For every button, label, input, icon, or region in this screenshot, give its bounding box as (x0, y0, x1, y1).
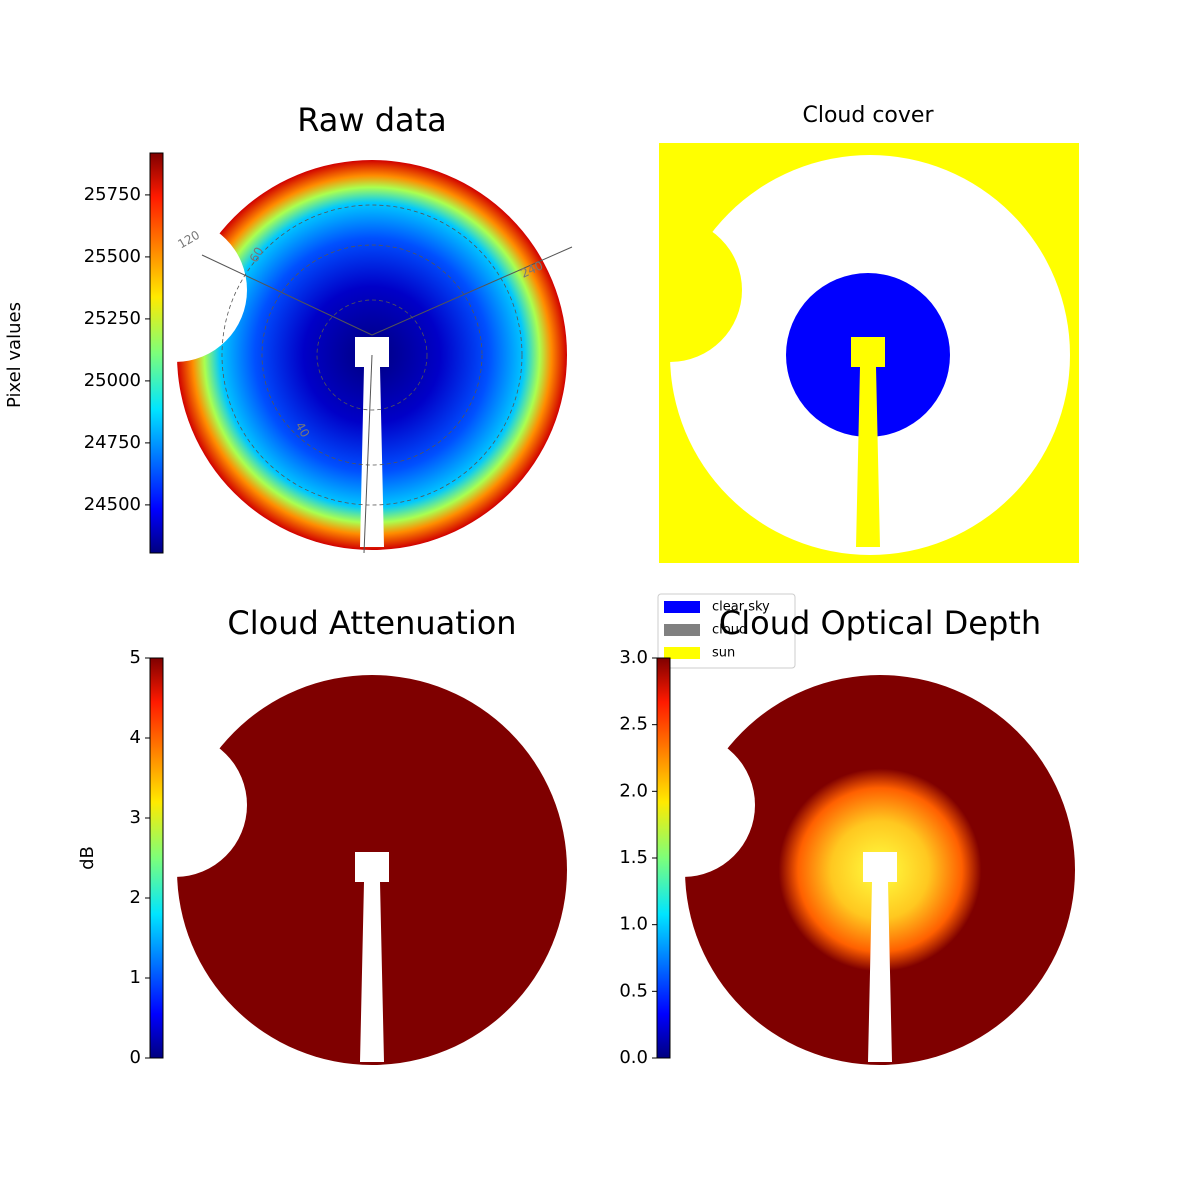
colorbar-tick-label: 5 (130, 647, 141, 668)
mast-mask (863, 852, 897, 1062)
colorbar-tick-label: 24750 (84, 432, 141, 453)
masked-region (103, 733, 247, 877)
legend-label: cloud (712, 623, 747, 638)
polar-spoke (371, 246, 573, 336)
colorbar-tick-label: 1.0 (619, 914, 648, 935)
panel-title: Cloud Optical Depth (719, 604, 1041, 642)
panel-title: Raw data (297, 101, 447, 139)
colorbar-tick-label: 1 (130, 967, 141, 988)
legend-swatch (664, 647, 700, 659)
polar-spoke (363, 354, 373, 554)
colorbar-tick-label: 0 (130, 1047, 141, 1068)
colorbar-tick-label: 1.5 (619, 847, 648, 868)
colorbar-tick-label: 3.0 (619, 647, 648, 668)
sun-mask (851, 337, 885, 547)
polar-grid (221, 204, 523, 506)
colorbar-label: dB (77, 846, 98, 870)
colorbar-tick-label: 2 (130, 887, 141, 908)
panel-title: Cloud Attenuation (227, 604, 516, 642)
colorbar (656, 657, 671, 1059)
colorbar-tick-label: 25250 (84, 308, 141, 329)
colorbar (149, 152, 164, 554)
colorbar-tick-label: 3 (130, 807, 141, 828)
colorbar-tick-label: 24500 (84, 494, 141, 515)
masked-region (611, 733, 755, 877)
image (659, 143, 1079, 563)
legend-label: clear sky (712, 600, 770, 615)
legend-swatch (664, 601, 700, 613)
colorbar (149, 657, 164, 1059)
colorbar-tick-label: 2.5 (619, 714, 648, 735)
masked-region (103, 218, 247, 362)
polar-label: 40 (293, 420, 313, 440)
mast-mask (355, 337, 389, 547)
masked-region (659, 218, 742, 362)
colorbar-tick-label: 25000 (84, 370, 141, 391)
polar-grid (316, 299, 428, 411)
legend-swatch (664, 624, 700, 636)
polar-spoke (201, 254, 373, 336)
colorbar-tick-label: 0.0 (619, 1047, 648, 1068)
mast-mask (355, 852, 389, 1062)
colorbar-tick-label: 25750 (84, 184, 141, 205)
colorbar-tick-label: 25500 (84, 246, 141, 267)
colorbar-tick-label: 2.0 (619, 780, 648, 801)
polar-label: 60 (247, 245, 267, 265)
polar-grid (261, 244, 483, 466)
panel-title: Cloud cover (803, 103, 935, 128)
colorbar-tick-label: 0.5 (619, 980, 648, 1001)
colorbar-label: Pixel values (4, 302, 25, 408)
colorbar-tick-label: 4 (130, 727, 141, 748)
legend-label: sun (712, 646, 735, 661)
